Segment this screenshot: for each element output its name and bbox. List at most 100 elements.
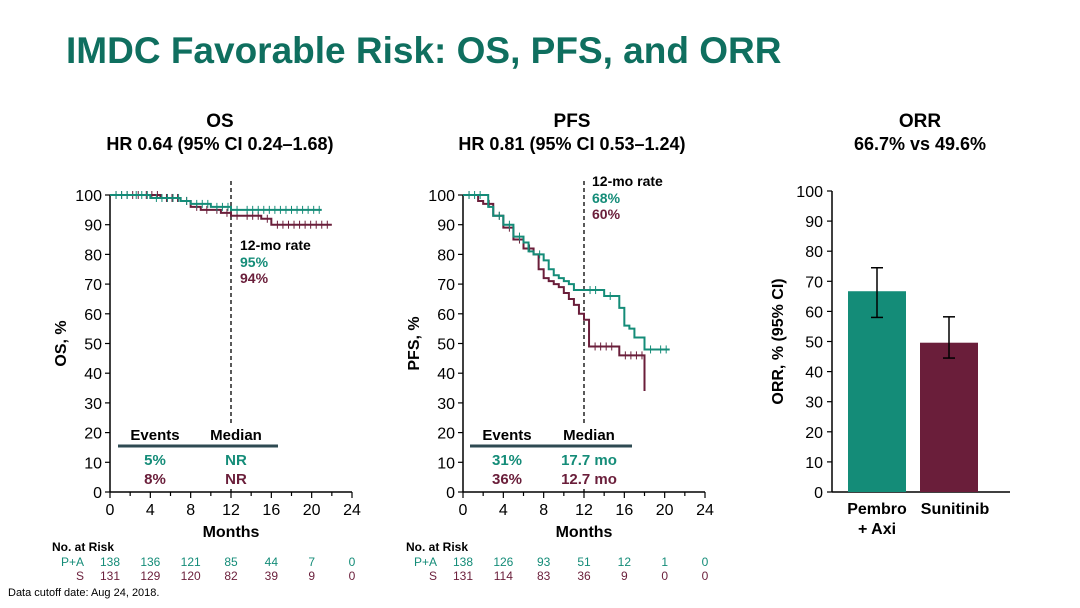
os-panel-header: OS HR 0.64 (95% CI 0.24–1.68): [55, 110, 385, 156]
pfs-y-tick-label: 10: [437, 455, 455, 472]
pfs-risk-pembro-axi-value: 93: [537, 555, 551, 569]
pfs-events-header: Events: [482, 427, 531, 444]
pfs-heading: PFS: [553, 111, 591, 132]
os-y-tick-label: 10: [84, 455, 102, 472]
orr-y-tick-label: 30: [805, 395, 823, 412]
pfs-rate-sunitinib: 60%: [592, 206, 621, 222]
os-curve-pembro-axi: [110, 194, 322, 211]
os-y-tick-label: 0: [93, 485, 102, 502]
pfs-hr-text: HR 0.81 (95% CI 0.53–1.24): [458, 134, 686, 154]
os-y-tick-label: 80: [84, 247, 102, 264]
os-risk-pembro-axi-value: 0: [349, 555, 356, 569]
os-y-tick-label: 70: [84, 277, 102, 294]
os-pembro-axi-median: NR: [225, 452, 247, 469]
os-x-tick-label: 12: [222, 502, 240, 519]
os-rate-sunitinib: 94%: [240, 270, 269, 286]
os-risk-pembro-axi-value: 44: [265, 555, 279, 569]
os-risk-pembro-axi-value: 7: [308, 555, 315, 569]
os-x-tick-label: 0: [106, 502, 115, 519]
os-x-axis-title: Months: [203, 524, 260, 541]
pfs-y-tick-label: 70: [437, 277, 455, 294]
pfs-y-tick-label: 60: [437, 307, 455, 324]
os-y-tick-label: 20: [84, 426, 102, 443]
pfs-panel-header: PFS HR 0.81 (95% CI 0.53–1.24): [407, 110, 737, 156]
os-risk-pembro-axi-value: 121: [181, 555, 201, 569]
os-risk-sunitinib-value: 0: [349, 569, 356, 583]
pfs-curve-pembro-axi: [463, 194, 670, 351]
os-table-bg: [114, 425, 282, 489]
pfs-risk-pembro-axi-value: 1: [661, 555, 668, 569]
os-x-tick-label: 24: [343, 502, 361, 519]
pfs-y-tick-label: 100: [428, 188, 455, 205]
os-sunitinib-events: 8%: [144, 471, 166, 488]
pfs-x-tick-label: 8: [539, 502, 548, 519]
os-y-tick-label: 90: [84, 218, 102, 235]
os-risk-header: No. at Risk: [52, 540, 114, 554]
pfs-median-header: Median: [563, 427, 615, 444]
pfs-risk-sunitinib-value: 131: [453, 569, 473, 583]
os-risk-label-pembro-axi: P+A: [61, 555, 84, 569]
data-cutoff-note: Data cutoff date: Aug 24, 2018.: [8, 587, 160, 599]
pfs-y-tick-label: 30: [437, 396, 455, 413]
pfs-x-axis-title: Months: [556, 524, 613, 541]
pfs-x-tick-label: 4: [499, 502, 508, 519]
slide-title: IMDC Favorable Risk: OS, PFS, and ORR: [66, 30, 782, 71]
os-y-tick-label: 50: [84, 337, 102, 354]
os-risk-label-sunitinib: S: [76, 569, 84, 583]
pfs-risk-pembro-axi-value: 51: [577, 555, 591, 569]
os-x-tick-label: 16: [262, 502, 280, 519]
pfs-y-tick-label: 20: [437, 426, 455, 443]
pfs-pembro-axi-events: 31%: [492, 452, 522, 469]
os-x-tick-label: 8: [186, 502, 195, 519]
orr-subheading: 66.7% vs 49.6%: [853, 134, 987, 154]
pfs-risk-pembro-axi-value: 138: [453, 555, 473, 569]
orr-category-label-pembro-axi: Pembro: [847, 501, 907, 518]
os-rate-label: 12-mo rate: [240, 237, 311, 253]
orr-y-tick-label: 20: [805, 425, 823, 442]
orr-heading: ORR: [898, 111, 942, 132]
pfs-risk-sunitinib-value: 83: [537, 569, 551, 583]
pfs-y-tick-label: 0: [446, 485, 455, 502]
orr-panel-header: ORR 66.7% vs 49.6%: [755, 110, 1080, 156]
pfs-x-tick-label: 20: [656, 502, 674, 519]
pfs-x-tick-label: 16: [615, 502, 633, 519]
os-y-tick-label: 30: [84, 396, 102, 413]
os-risk-sunitinib-value: 82: [224, 569, 238, 583]
pfs-y-tick-label: 50: [437, 337, 455, 354]
os-y-axis-title: OS, %: [53, 320, 70, 366]
os-y-tick-label: 100: [75, 188, 102, 205]
pfs-x-tick-label: 24: [696, 502, 714, 519]
pfs-risk-pembro-axi-value: 0: [702, 555, 709, 569]
pfs-risk-sunitinib-value: 36: [577, 569, 591, 583]
orr-y-tick-label: 80: [805, 244, 823, 261]
pfs-sunitinib-median: 12.7 mo: [561, 471, 617, 488]
orr-y-tick-label: 0: [814, 485, 823, 502]
os-risk-sunitinib-value: 129: [140, 569, 160, 583]
os-risk-sunitinib-value: 120: [181, 569, 201, 583]
os-hr-text: HR 0.64 (95% CI 0.24–1.68): [106, 134, 334, 154]
pfs-curve-sunitinib: [463, 194, 646, 392]
orr-y-tick-label: 90: [805, 214, 823, 231]
pfs-y-tick-label: 40: [437, 366, 455, 383]
orr-y-tick-label: 50: [805, 335, 823, 352]
pfs-rate-pembro-axi: 68%: [592, 190, 621, 206]
orr-bar-sunitinib: [920, 342, 978, 492]
orr-y-tick-label: 100: [796, 184, 823, 201]
pfs-risk-pembro-axi-value: 12: [618, 555, 632, 569]
os-rate-pembro-axi: 95%: [240, 254, 269, 270]
os-heading: OS: [206, 111, 234, 132]
pfs-x-tick-label: 12: [575, 502, 593, 519]
os-risk-sunitinib-value: 9: [308, 569, 315, 583]
pfs-risk-label-pembro-axi: P+A: [414, 555, 437, 569]
orr-bar-pembro-axi: [848, 291, 906, 492]
os-risk-pembro-axi-value: 138: [100, 555, 120, 569]
os-pembro-axi-events: 5%: [144, 452, 166, 469]
os-events-header: Events: [130, 427, 179, 444]
os-x-tick-label: 4: [146, 502, 155, 519]
pfs-y-tick-label: 80: [437, 247, 455, 264]
orr-y-tick-label: 60: [805, 304, 823, 321]
pfs-x-tick-label: 0: [459, 502, 468, 519]
orr-y-tick-label: 70: [805, 274, 823, 291]
orr-y-tick-label: 10: [805, 455, 823, 472]
